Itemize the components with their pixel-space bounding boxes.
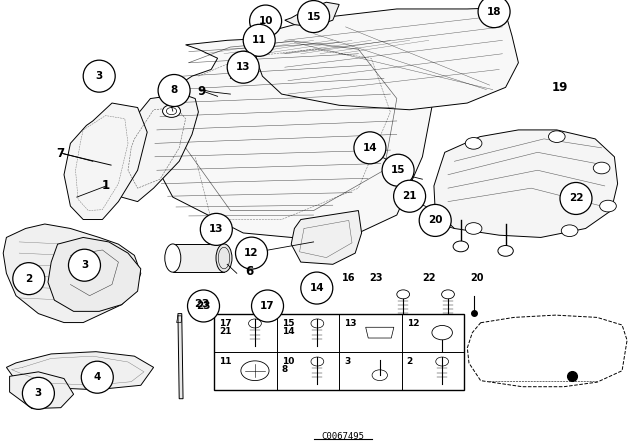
- Ellipse shape: [419, 204, 451, 237]
- Text: 3: 3: [344, 357, 351, 366]
- Ellipse shape: [243, 24, 275, 56]
- Text: 23: 23: [194, 299, 209, 309]
- Ellipse shape: [22, 377, 54, 409]
- Text: 20: 20: [470, 273, 484, 283]
- Polygon shape: [144, 36, 435, 242]
- Text: 3: 3: [81, 260, 88, 270]
- Circle shape: [593, 162, 610, 174]
- Text: 17: 17: [220, 319, 232, 328]
- Text: 20: 20: [428, 215, 442, 225]
- Text: 10: 10: [259, 16, 273, 26]
- Text: 13: 13: [209, 224, 223, 234]
- Text: 12: 12: [407, 319, 419, 328]
- Polygon shape: [434, 130, 618, 237]
- Ellipse shape: [560, 182, 592, 215]
- Ellipse shape: [81, 361, 113, 393]
- Ellipse shape: [188, 290, 220, 322]
- Text: 4: 4: [93, 372, 101, 382]
- Circle shape: [397, 290, 410, 299]
- Text: 13: 13: [344, 319, 357, 328]
- Polygon shape: [256, 8, 518, 110]
- Text: 8: 8: [170, 86, 178, 95]
- Ellipse shape: [298, 0, 330, 33]
- Text: 12: 12: [244, 248, 259, 258]
- Ellipse shape: [382, 154, 414, 186]
- Polygon shape: [64, 103, 147, 220]
- Ellipse shape: [165, 244, 181, 272]
- Polygon shape: [3, 224, 141, 323]
- Text: C0067495: C0067495: [321, 432, 364, 441]
- Text: 9: 9: [198, 85, 205, 99]
- Text: 8: 8: [282, 365, 288, 374]
- Text: 11: 11: [252, 35, 266, 45]
- Circle shape: [548, 131, 565, 142]
- Circle shape: [163, 105, 180, 117]
- Ellipse shape: [354, 132, 386, 164]
- Circle shape: [453, 241, 468, 252]
- Circle shape: [600, 200, 616, 212]
- Text: 15: 15: [391, 165, 405, 175]
- Text: 15: 15: [282, 319, 294, 328]
- Ellipse shape: [13, 263, 45, 295]
- Ellipse shape: [200, 213, 232, 246]
- Text: 7: 7: [57, 146, 65, 160]
- Text: 6: 6: [246, 265, 253, 279]
- Ellipse shape: [227, 51, 259, 83]
- Text: 22: 22: [422, 273, 436, 283]
- Circle shape: [442, 290, 454, 299]
- Polygon shape: [291, 211, 362, 264]
- Circle shape: [498, 246, 513, 256]
- Polygon shape: [285, 2, 339, 27]
- Text: 21: 21: [403, 191, 417, 201]
- Text: 18: 18: [487, 7, 501, 17]
- Ellipse shape: [68, 249, 100, 281]
- Polygon shape: [173, 244, 224, 272]
- Ellipse shape: [252, 290, 284, 322]
- Text: 1: 1: [102, 179, 109, 193]
- Ellipse shape: [250, 5, 282, 37]
- Text: 14: 14: [310, 283, 324, 293]
- Polygon shape: [10, 372, 74, 409]
- Ellipse shape: [158, 74, 190, 107]
- Text: 22: 22: [569, 194, 583, 203]
- Polygon shape: [6, 352, 154, 390]
- Polygon shape: [109, 94, 198, 202]
- Text: 13: 13: [236, 62, 250, 72]
- Text: 17: 17: [260, 301, 275, 311]
- Text: 2: 2: [25, 274, 33, 284]
- Text: 15: 15: [307, 12, 321, 22]
- FancyBboxPatch shape: [214, 314, 464, 390]
- Circle shape: [561, 225, 578, 237]
- Circle shape: [465, 223, 482, 234]
- Text: 14: 14: [363, 143, 377, 153]
- Circle shape: [465, 138, 482, 149]
- Polygon shape: [48, 237, 141, 311]
- Text: 3: 3: [95, 71, 103, 81]
- Ellipse shape: [83, 60, 115, 92]
- Text: 10: 10: [282, 357, 294, 366]
- Text: 21: 21: [220, 327, 232, 336]
- Ellipse shape: [478, 0, 510, 28]
- Text: 11: 11: [220, 357, 232, 366]
- Ellipse shape: [236, 237, 268, 269]
- Text: 14: 14: [282, 327, 294, 336]
- Text: 16: 16: [342, 273, 356, 283]
- Text: 3: 3: [35, 388, 42, 398]
- Text: 2: 2: [407, 357, 413, 366]
- Polygon shape: [178, 314, 183, 399]
- Text: 23: 23: [196, 301, 211, 311]
- Ellipse shape: [216, 244, 232, 272]
- Ellipse shape: [301, 272, 333, 304]
- Text: 23: 23: [369, 273, 383, 283]
- Ellipse shape: [394, 180, 426, 212]
- Text: 19: 19: [552, 81, 568, 94]
